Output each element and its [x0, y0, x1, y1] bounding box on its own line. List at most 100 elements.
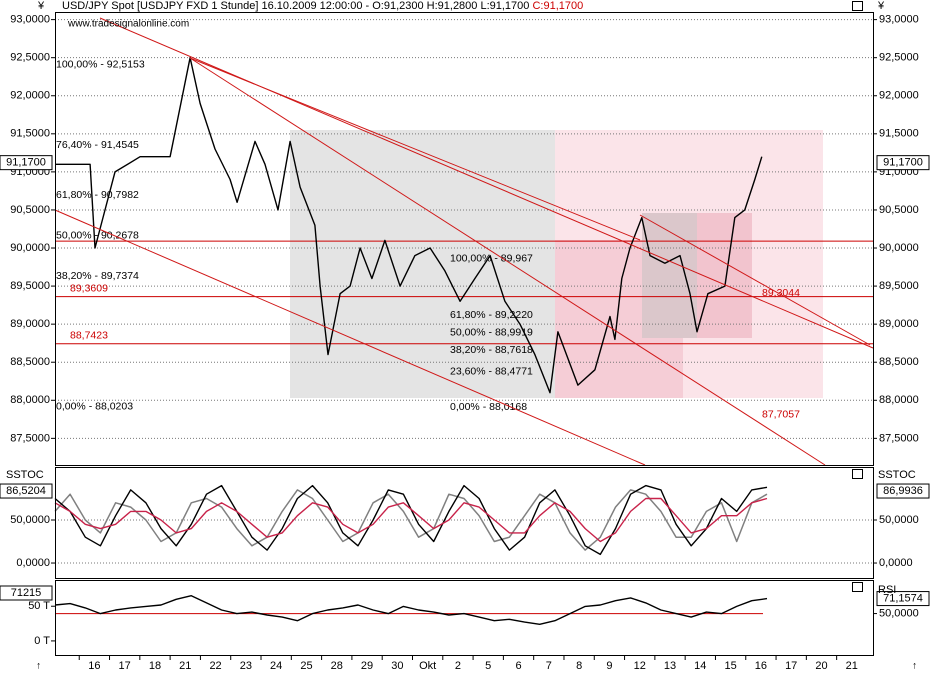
x-tick-label: 29 [361, 660, 373, 672]
value-box-label: 86,5204 [6, 485, 46, 497]
stoch-plot: 0,0000 0,0000 50,0000 50,0000 86,5204 86,9936 [0, 483, 930, 569]
y-tick-label: 92,0000 [10, 90, 50, 102]
y-tick-label: 93,0000 [10, 14, 50, 26]
y-tick-label: 88,5000 [10, 356, 50, 368]
series-line [54, 595, 768, 625]
panel-title: RSI [878, 584, 896, 596]
fib-label: 61,80% - 90,7982 [56, 189, 139, 201]
y2-tick-label: 0 T [34, 635, 50, 647]
fib-label: 38,20% - 88,7618 [450, 344, 533, 356]
y-tick-label: 91,5000 [10, 128, 50, 140]
y-tick-label: 0,0000 [16, 557, 50, 569]
zone [697, 213, 752, 338]
x-tick-label: 6 [515, 660, 521, 672]
series-line [54, 497, 768, 543]
fib-label: 50,00% - 88,9919 [450, 327, 533, 339]
value-box [0, 585, 53, 601]
trendline [639, 214, 871, 346]
fib-label: 0,00% - 88,0203 [56, 401, 133, 413]
trendlines [54, 17, 874, 466]
y-tick-label: 90,0000 [879, 242, 919, 254]
x-tick-label: 16 [88, 660, 100, 672]
x-tick-label: Okt [419, 660, 436, 672]
series-line [54, 489, 768, 551]
price-frame [55, 12, 874, 466]
x-tick-label: 9 [606, 660, 612, 672]
value-box-label: 91,1700 [6, 157, 46, 169]
panel-button[interactable] [852, 469, 863, 479]
stoch-frame [55, 467, 874, 579]
x-tick-label: 16 [755, 660, 767, 672]
x-tick-label: 8 [576, 660, 582, 672]
y-tick-label: 87,5000 [10, 432, 50, 444]
frames [55, 1, 874, 656]
y-tick-label: 92,5000 [879, 52, 919, 64]
value-box [0, 483, 53, 499]
fib-label: 0,00% - 88,0168 [450, 401, 527, 413]
fib-label: 38,20% - 89,7374 [56, 270, 139, 282]
x-tick-label: 12 [634, 660, 646, 672]
close-text: C:91,1700 [532, 0, 583, 12]
watermark: www.tradesignalonline.com [67, 19, 189, 30]
y-tick-label: 91,5000 [879, 128, 919, 140]
level-label: 89,3609 [70, 282, 108, 294]
scroll-arrow[interactable]: ↑ [912, 661, 917, 672]
x-tick-label: 20 [815, 660, 827, 672]
x-tick-label: 21 [846, 660, 858, 672]
x-tick-label: 2 [455, 660, 461, 672]
value-box [876, 155, 930, 171]
panel-button[interactable] [852, 582, 863, 592]
x-tick-label: 15 [724, 660, 736, 672]
currency: ¥ [877, 0, 885, 12]
y-tick-label: 50,0000 [10, 514, 50, 526]
zone [642, 213, 697, 338]
symbol-text: USD/JPY Spot [USDJPY FXD 1 Stunde] 16.10… [62, 0, 529, 12]
x-tick-label: 30 [391, 660, 403, 672]
y-tick-label: 88,0000 [879, 394, 919, 406]
value-box [876, 483, 930, 499]
y-tick-label: 88,0000 [10, 394, 50, 406]
level-label: 89,3044 [762, 287, 800, 299]
value-box-label: 71215 [11, 587, 42, 599]
x-tick-label: 13 [664, 660, 676, 672]
y-tick-label: 92,0000 [879, 90, 919, 102]
panel-title: SSTOC [878, 469, 916, 481]
panel-button[interactable] [852, 1, 863, 11]
trendline [189, 57, 826, 466]
x-tick-label: 21 [179, 660, 191, 672]
scroll-arrow[interactable]: ↑ [36, 661, 41, 672]
y-tick-label: 0,0000 [879, 557, 913, 569]
y-tick-label: 92,5000 [10, 52, 50, 64]
x-tick-label: 7 [546, 660, 552, 672]
header: USD/JPY Spot [USDJPY FXD 1 Stunde] 16.10… [62, 0, 583, 12]
y2-tick-label: 50 T [28, 600, 50, 612]
y-tick-label: 90,0000 [10, 242, 50, 254]
fib-label: 23,60% - 88,4771 [450, 366, 533, 378]
value-box-label: 86,9936 [883, 485, 923, 497]
y-tick-label: 90,5000 [879, 204, 919, 216]
value-box-label: 91,1700 [883, 157, 923, 169]
x-tick-label: 14 [694, 660, 706, 672]
x-tick-label: 23 [240, 660, 252, 672]
level-label: 88,7423 [70, 330, 108, 342]
y-tick-label: 90,5000 [10, 204, 50, 216]
y-tick-label: 50,0000 [879, 514, 919, 526]
rsi-frame [55, 580, 874, 656]
fib-label: 61,80% - 89,2220 [450, 309, 533, 321]
x-tick-label: 28 [331, 660, 343, 672]
y-tick-label: 88,5000 [879, 356, 919, 368]
y-tick-label: 89,5000 [879, 280, 919, 292]
x-tick-label: 25 [300, 660, 312, 672]
x-tick-label: 24 [270, 660, 282, 672]
trendline [99, 17, 874, 349]
price-plot: 87,5000 87,5000 88,0000 88,0000 88,5000 88,50… [0, 14, 930, 444]
value-box [0, 155, 53, 171]
x-tick-label: 22 [209, 660, 221, 672]
y-tick-label: 93,0000 [879, 14, 919, 26]
y-tick-label: 89,0000 [879, 318, 919, 330]
panel-title: SSTOC [6, 469, 44, 481]
drawing-objects [290, 130, 823, 398]
x-tick-label: 18 [149, 660, 161, 672]
